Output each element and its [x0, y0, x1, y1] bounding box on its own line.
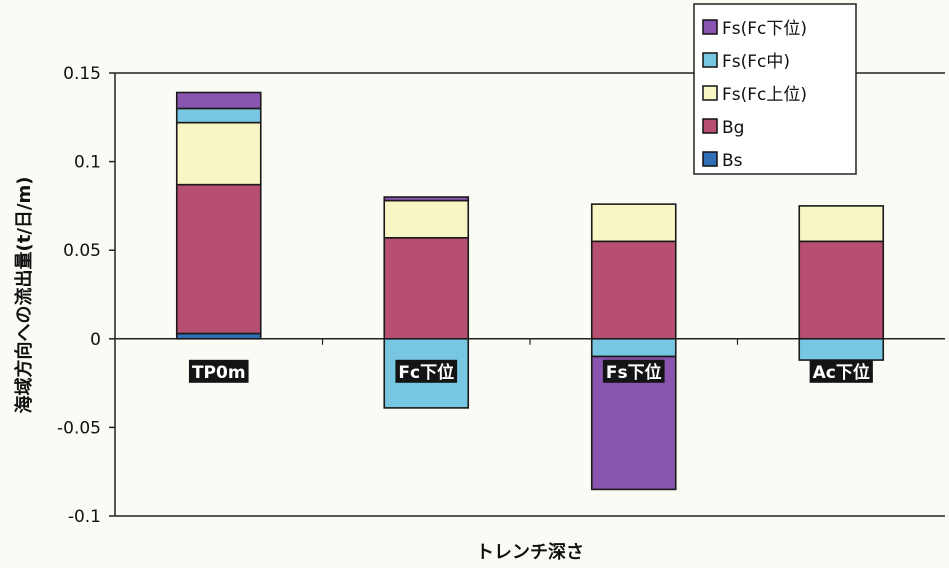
- category-label-bg: [602, 359, 665, 383]
- bar-segment: [590, 240, 677, 340]
- category-label-bg: [809, 359, 873, 383]
- legend-label: Bg: [722, 118, 744, 138]
- legend-label: Bs: [722, 151, 743, 171]
- legend-item: Fs(Fc上位): [702, 85, 807, 105]
- legend-swatch: [702, 151, 718, 167]
- bar-segment: [175, 121, 262, 186]
- bar-segment: [175, 107, 262, 124]
- category-label: TP0m: [188, 359, 249, 383]
- legend-item: Fs(Fc中): [702, 52, 790, 72]
- category-label-bg: [395, 359, 458, 383]
- legend-label: Fs(Fc中): [722, 52, 790, 72]
- legend-item: Fs(Fc下位): [702, 19, 807, 39]
- category-labels: TP0m Fc下位 Fs下位 Ac下位: [188, 359, 873, 383]
- bar-segment: [798, 205, 885, 243]
- bar-segment: [383, 196, 470, 202]
- legend-swatch: [702, 85, 718, 101]
- category-label-bg: [188, 359, 249, 383]
- legend-item: Bg: [702, 118, 744, 138]
- legend-swatch: [702, 118, 718, 134]
- y-axis-title: 海域方向への流出量(t/日/m): [13, 177, 35, 414]
- legend-label: Fs(Fc下位): [722, 19, 807, 39]
- bar-segment: [798, 337, 885, 361]
- bar-segment: [798, 240, 885, 340]
- axes: 0.15 0.1 0.05 0 -0.05 -0.1: [57, 64, 945, 527]
- category-label-text: TP0m: [192, 363, 246, 383]
- bar-segment: [175, 183, 262, 335]
- legend-box: [693, 3, 857, 175]
- bars: [175, 91, 885, 491]
- legend-label: Fs(Fc上位): [722, 85, 807, 105]
- legend: Fs(Fc下位) Fs(Fc中) Fs(Fc上位) Bg Bs: [693, 3, 857, 175]
- category-label: Fc下位: [395, 359, 458, 383]
- y-tick-label: -0.05: [57, 418, 101, 438]
- bar-segment: [383, 199, 470, 239]
- legend-swatch: [702, 19, 718, 35]
- y-tick-label: 0.05: [63, 241, 101, 261]
- legend-item: Bs: [702, 151, 743, 171]
- bar-segment: [175, 91, 262, 110]
- category-label-text: Fc下位: [398, 362, 454, 383]
- y-tick-label: 0.1: [74, 153, 101, 173]
- bar-segment: [383, 236, 470, 340]
- category-label: Fs下位: [602, 359, 665, 383]
- y-tick-label: 0: [90, 330, 101, 350]
- category-label-text: Ac下位: [813, 362, 870, 383]
- category-label: Ac下位: [809, 359, 873, 383]
- y-tick-label: 0.15: [63, 64, 101, 84]
- bar-segment: [590, 203, 677, 243]
- category-label-text: Fs下位: [606, 362, 662, 383]
- x-axis-title: トレンチ深さ: [476, 541, 584, 563]
- bar-segment: [590, 337, 677, 358]
- y-tick-label: -0.1: [68, 507, 101, 527]
- legend-swatch: [702, 52, 718, 68]
